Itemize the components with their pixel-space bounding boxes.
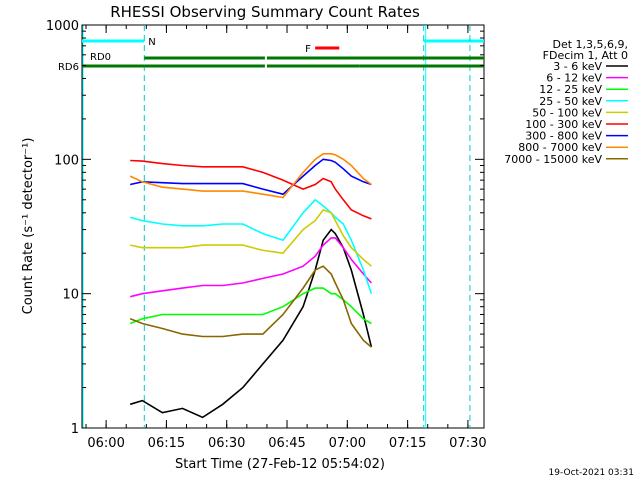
x-axis-label: Start Time (27-Feb-12 05:54:02): [175, 457, 385, 472]
legend-entry: 800 - 7000 keV: [518, 141, 602, 154]
plot-area: [81, 24, 485, 429]
x-tick-label: 06:00: [87, 436, 124, 451]
legend-entry: 6 - 12 keV: [546, 72, 602, 85]
series-line: [129, 153, 372, 199]
y-axis-label: Count Rate (s⁻¹ detector⁻¹): [21, 138, 36, 315]
x-tick-label: 07:00: [329, 436, 366, 451]
rd0-flag-label: RD0: [90, 52, 111, 63]
legend-entry: 25 - 50 keV: [539, 95, 602, 108]
legend-header: FDecim 1, Att 0: [543, 49, 628, 62]
x-tick-label: 07:15: [389, 436, 426, 451]
y-tick-label: 1000: [46, 19, 79, 34]
footer-timestamp: 19-Oct-2021 03:31: [549, 468, 634, 478]
legend: Det 1,3,5,6,9,FDecim 1, Att 03 - 6 keV6 …: [504, 38, 628, 166]
series-line: [130, 159, 372, 220]
legend-entry: 3 - 6 keV: [553, 60, 602, 73]
flag-bars: N F RD0 RD6: [58, 25, 484, 428]
x-tick-label: 06:30: [208, 436, 245, 451]
y-tick-label: 1: [71, 422, 79, 437]
series-lines: [129, 153, 373, 419]
series-line: [130, 208, 372, 267]
series-line: [129, 287, 372, 325]
y-tick-label: 10: [62, 288, 79, 303]
legend-entry: 300 - 800 keV: [525, 130, 602, 143]
flare-flag-label: F: [305, 44, 311, 55]
x-tick-label: 06:15: [148, 436, 185, 451]
series-line: [129, 198, 373, 294]
legend-entry: 100 - 300 keV: [525, 118, 602, 131]
axes: 06:00 06:15 06:30 06:45 07:00 07:15 07:30 1 10 10…: [46, 19, 487, 451]
x-tick-label: 07:30: [449, 436, 486, 451]
night-flag-label: N: [148, 37, 155, 48]
series-line: [129, 228, 373, 419]
legend-entry: 12 - 25 keV: [539, 83, 602, 96]
y-tick-label: 100: [54, 153, 79, 168]
rd6-flag-label: RD6: [58, 62, 79, 73]
legend-header: Det 1,3,5,6,9,: [552, 38, 628, 51]
series-line: [129, 265, 372, 348]
series-line: [130, 237, 372, 298]
legend-entry: 50 - 100 keV: [532, 106, 602, 119]
legend-entry: 7000 - 15000 keV: [504, 153, 602, 166]
x-tick-label: 06:45: [268, 436, 305, 451]
chart-title: RHESSI Observing Summary Count Rates: [110, 3, 420, 21]
